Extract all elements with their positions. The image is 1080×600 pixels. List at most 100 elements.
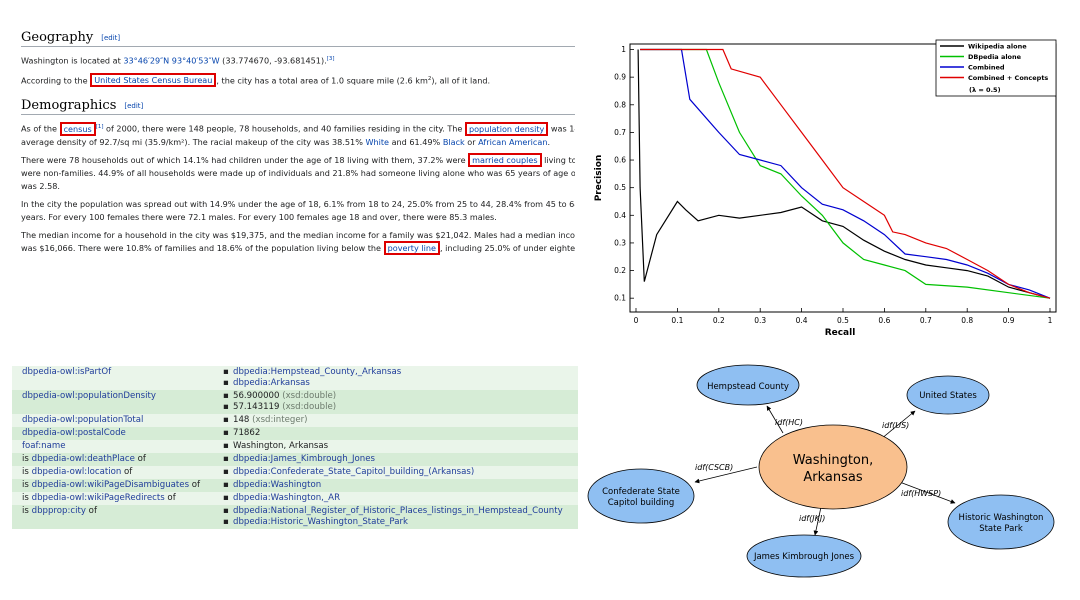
node-label-hempstead: Hempstead County [707,382,789,392]
property-link[interactable]: dbpedia-owl:populationDensity [22,391,156,401]
table-row: foaf:name ▪ Washington, Arkansas [12,440,578,453]
legend-label-0: Wikipedia alone [968,43,1027,51]
text: average density of 92.7/sq mi (35.9/km²)… [21,137,366,148]
census-link[interactable]: census [59,122,96,137]
value-cell: ▪ dbpedia:National_Register_of_Historic_P… [211,505,578,529]
property-suffix: of [189,480,201,490]
property-suffix: of [121,467,133,477]
node-historic-park [947,494,1055,550]
text: As of the [21,124,60,135]
y-tick-label: 0.9 [614,73,626,82]
value-link[interactable]: dbpedia:Hempstead_County,_Arkansas [233,367,402,377]
value-link[interactable]: dbpedia:Historic_Washington_State_Park [233,517,408,527]
property-prefix: is [22,467,32,477]
node-confederate-capitol [587,468,695,524]
value-item: ▪ dbpedia:Historic_Washington_State_Park [223,517,574,528]
property-link[interactable]: dbpedia-owl:deathPlace [31,454,135,464]
superscript: 2 [427,75,432,82]
demographics-paragraph-2: There were 78 households out of which 14… [21,153,575,193]
property-cell: is dbpedia-owl:wikiPageRedirects of [12,492,211,505]
text: ), all of it land. [431,75,491,86]
bullet-icon: ▪ [223,367,229,377]
table-row: dbpedia-owl:postalCode ▪ 71862 [12,427,578,440]
census-bureau-link[interactable]: United States Census Bureau [90,73,217,88]
value-item: ▪ dbpedia:National_Register_of_Historic_P… [223,506,574,517]
demographics-paragraph-3: In the city the population was spread ou… [21,198,575,224]
node-label-confederate-1: Confederate State [602,487,680,497]
property-cell: is dbpedia-owl:wikiPageDisambiguates of [12,479,211,492]
property-link[interactable]: dbpedia-owl:postalCode [22,428,126,438]
bullet-icon: ▪ [223,402,229,412]
center-node-label-1: Washington, [793,453,874,468]
reference-3-link[interactable]: [3] [326,56,335,62]
property-link[interactable]: dbpedia-owl:populationTotal [22,415,144,425]
value-item: ▪ 71862 [223,428,574,439]
value-link[interactable]: dbpedia:James_Kimbrough_Jones [233,454,375,464]
series-group [637,48,1051,299]
demographics-edit-link[interactable]: [edit] [124,101,144,110]
bullet-icon: ▪ [223,415,229,425]
property-cell: is dbpedia-owl:location of [12,466,211,479]
property-link[interactable]: foaf:name [22,441,66,451]
text: In the city the population was spread ou… [21,199,575,210]
value-datatype: (xsd:integer) [252,415,308,425]
value-item: ▪ dbpedia:Washington,_AR [223,493,574,504]
property-link[interactable]: dbpedia-owl:isPartOf [22,367,112,377]
geography-edit-link[interactable]: [edit] [101,33,121,42]
text: There were 78 households out of which 14… [21,155,469,166]
edge-historic-park [896,480,956,504]
population-density-link[interactable]: population density [464,122,549,137]
series-line-2 [640,48,1051,299]
white-link[interactable]: White [365,137,390,148]
edge-confederate [694,466,758,484]
value-text: Washington, Arkansas [233,441,329,451]
coordinates-link[interactable]: 33°46′29″N 93°40′53″W [123,55,220,66]
text: According to the [21,75,91,86]
married-couples-link[interactable]: married couples [468,153,542,168]
text: or [464,137,479,148]
legend: (λ = 0.5) Wikipedia alone DBpedia alone Co… [935,39,1057,97]
table-row: is dbpedia-owl:deathPlace of ▪ dbpedia:Jam… [12,453,578,466]
x-tick-label: 0.2 [713,316,725,325]
node-united-states [906,375,990,415]
y-tick-label: 0.8 [614,100,626,109]
value-item: ▪ 57.143119 (xsd:double) [223,402,574,413]
property-link[interactable]: dbpedia-owl:wikiPageDisambiguates [31,480,190,490]
wikipedia-article-panel: Geography [edit] Washington is located at… [0,0,575,300]
edge-label-hc: idf(HC) [775,418,803,427]
precision-recall-chart: 0 0.1 0.2 0.3 0.4 0.5 0.6 0.7 0.8 0.9 1 0.1 0.2 0.3 0.… [588,28,1068,340]
value-link[interactable]: dbpedia:Confederate_State_Capitol_buildi… [233,467,475,477]
geography-heading: Geography [edit] [21,30,575,47]
value-link[interactable]: dbpedia:Washington,_AR [233,493,341,503]
property-prefix: is [22,493,32,503]
bullet-icon: ▪ [223,506,229,516]
edge-label-cscb: idf(CSCB) [695,463,733,472]
reference-1-link[interactable]: [1] [95,124,104,131]
x-tick-label: 0.4 [796,316,808,325]
african-american-link[interactable]: African American [478,137,548,148]
legend-label-2: Combined [968,64,1005,72]
property-link[interactable]: dbpedia-owl:location [31,467,122,477]
node-label-historic-1: Historic Washington [959,513,1044,523]
center-node-washington [758,424,908,510]
text: were non-families. 44.9% of all househol… [21,168,575,179]
value-link[interactable]: dbpedia:National_Register_of_Historic_Pl… [233,506,563,516]
property-link[interactable]: dbpprop:city [31,506,86,516]
value-cell: ▪ Washington, Arkansas [211,440,578,453]
text: (33.774670, -93.681451). [219,55,327,66]
black-link[interactable]: Black [442,137,465,148]
text: was 147.6 [550,124,575,135]
value-link[interactable]: dbpedia:Arkansas [233,378,310,388]
node-hempstead-county [696,364,800,406]
legend-box [935,39,1057,97]
text: of 2000, there were 148 people, 78 house… [103,124,465,135]
value-link[interactable]: dbpedia:Washington [233,480,322,490]
text: Washington is located at [21,55,124,66]
edge-hempstead [766,405,784,434]
poverty-line-link[interactable]: poverty line [383,241,440,256]
x-tick-label: 0.8 [961,316,973,325]
property-link[interactable]: dbpedia-owl:wikiPageRedirects [31,493,165,503]
bullet-icon: ▪ [223,428,229,438]
bullet-icon: ▪ [223,493,229,503]
y-tick-label: 0.2 [614,266,626,275]
